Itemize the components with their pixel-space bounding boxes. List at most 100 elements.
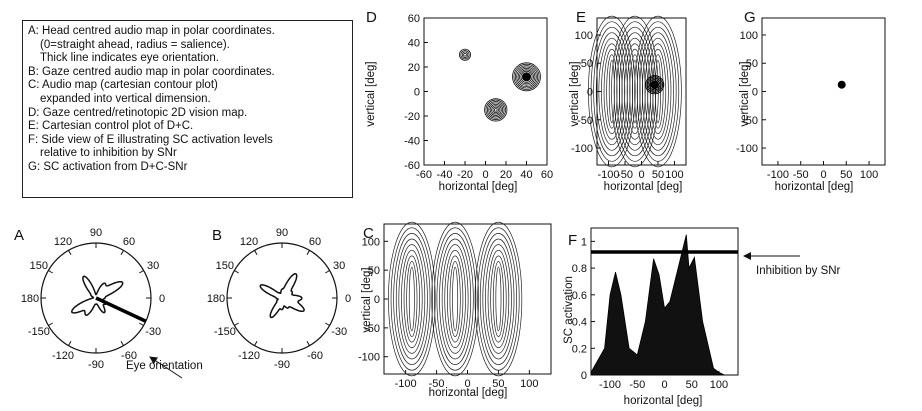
audio-contour-band xyxy=(393,233,431,365)
vision-contour-ring xyxy=(484,98,508,122)
vision-contour-ring xyxy=(512,62,541,92)
x-tick-label: 40 xyxy=(520,169,532,181)
y-tick-label: 60 xyxy=(408,13,420,25)
legend-line: (0=straight ahead, radius = salience). xyxy=(40,38,230,51)
x-tick-label: -100 xyxy=(767,169,789,181)
panel-label-A: A xyxy=(14,227,24,244)
combined-contour-band xyxy=(639,26,677,157)
panel-F-xlabel: horizontal [deg] xyxy=(624,395,703,407)
x-tick-label: 0 xyxy=(820,169,826,181)
vision-contour-ring xyxy=(489,103,502,116)
panel-E-xlabel: horizontal [deg] xyxy=(604,181,683,193)
polar-tick xyxy=(234,270,239,274)
audio-contour-band xyxy=(474,221,523,377)
audio-contour-band xyxy=(388,221,436,377)
polar-tick xyxy=(68,250,72,255)
polar-tick-label: -150 xyxy=(214,326,236,338)
panel-label-B: B xyxy=(212,227,222,244)
y-tick-label: 40 xyxy=(408,38,420,50)
polar-tick xyxy=(254,250,258,255)
polar-tick xyxy=(306,250,310,255)
vision-contour-ring xyxy=(486,101,505,119)
vision-contour-ring xyxy=(491,105,501,115)
combined-contour-ring xyxy=(646,76,663,93)
audio-contour-band xyxy=(390,227,433,371)
polar-tick-label: -60 xyxy=(307,350,323,362)
vision-contour-ring xyxy=(514,65,539,89)
x-tick-label: 100 xyxy=(520,378,538,390)
x-tick-label: 60 xyxy=(541,169,553,181)
y-tick-label: 0.2 xyxy=(572,343,587,355)
legend-line: Thick line indicates eye orientation. xyxy=(40,52,219,65)
polar-plot-B xyxy=(226,242,338,354)
panel-label-G: G xyxy=(744,9,756,26)
combined-contour-band xyxy=(634,15,682,168)
audio-contour-band xyxy=(490,255,507,343)
y-tick-label: 0 xyxy=(581,370,587,382)
polar-tick-label: 0 xyxy=(159,293,165,305)
y-tick-label: -100 xyxy=(358,352,380,364)
eye-orientation-arrow xyxy=(149,356,183,379)
audio-contour-band xyxy=(485,244,512,354)
legend-line: B: Gaze centred audio map in polar coord… xyxy=(28,65,275,78)
polar-tick-label: 60 xyxy=(309,236,321,248)
y-tick-label: -50 xyxy=(742,115,758,127)
combined-contour-band xyxy=(588,15,636,168)
vision-contour-ring xyxy=(461,51,469,58)
polar-tick-label: -30 xyxy=(331,326,347,338)
vision-peak-mark xyxy=(522,72,531,81)
vision-contour-ring xyxy=(488,102,504,118)
x-tick-label: 50 xyxy=(686,379,698,391)
plot-frame xyxy=(423,17,548,166)
panel-E-plot xyxy=(588,15,687,168)
y-tick-label: 1 xyxy=(581,236,587,248)
polar-tick-label: -120 xyxy=(238,350,260,362)
vision-contour-ring xyxy=(458,48,471,61)
y-tick-label: 0 xyxy=(414,87,420,99)
polar-tick-label: 120 xyxy=(54,236,72,248)
polar-tick-label: 60 xyxy=(123,236,135,248)
x-tick-label: -100 xyxy=(598,169,620,181)
x-tick-label: 0 xyxy=(638,169,644,181)
x-tick-label: 100 xyxy=(710,379,728,391)
polar-tick xyxy=(139,270,144,274)
vision-contour-ring xyxy=(516,66,537,88)
panel-G-plot xyxy=(761,17,886,166)
audio-contour-band xyxy=(439,238,472,360)
y-tick-label: -50 xyxy=(577,115,593,127)
y-tick-label: 0 xyxy=(587,87,593,99)
y-tick-label: 50 xyxy=(581,58,593,70)
audio-contour-band xyxy=(433,227,477,371)
x-tick-label: -40 xyxy=(437,169,453,181)
combined-contour-ring xyxy=(647,77,662,92)
y-tick-label: -100 xyxy=(736,143,758,155)
polar-tick-label: 180 xyxy=(207,293,225,305)
panel-G-xlabel: horizontal [deg] xyxy=(775,181,854,193)
polar-tick-label: 0 xyxy=(345,293,351,305)
x-tick-label: -50 xyxy=(617,169,633,181)
polar-tick-label: -90 xyxy=(274,359,290,371)
audio-contour-band xyxy=(395,238,428,360)
panel-G-ylabel: vertical [deg] xyxy=(739,61,751,126)
polar-series-line xyxy=(71,275,124,316)
x-tick-label: 100 xyxy=(665,169,683,181)
legend-line: E: Cartesian control plot of D+C. xyxy=(28,120,194,133)
combined-contour-ring xyxy=(649,79,661,91)
panel-E-ylabel: vertical [deg] xyxy=(569,61,581,126)
y-tick-label: -100 xyxy=(571,143,593,155)
sc-activation-area xyxy=(590,234,738,376)
polar-tick-label: 90 xyxy=(276,227,288,239)
polar-tick-label: -90 xyxy=(88,359,104,371)
y-tick-label: 0.4 xyxy=(572,317,587,329)
polar-tick xyxy=(120,250,124,255)
y-tick-label: 50 xyxy=(746,58,758,70)
panel-D-xlabel: horizontal [deg] xyxy=(439,181,518,193)
eye-orientation-line xyxy=(95,296,147,323)
panel-C-plot xyxy=(383,221,552,377)
polar-tick-label: -30 xyxy=(145,326,161,338)
vision-contour-ring xyxy=(521,72,532,82)
polar-series-line xyxy=(259,273,305,319)
polar-tick-label: 120 xyxy=(240,236,258,248)
combined-contour-band xyxy=(644,37,672,146)
